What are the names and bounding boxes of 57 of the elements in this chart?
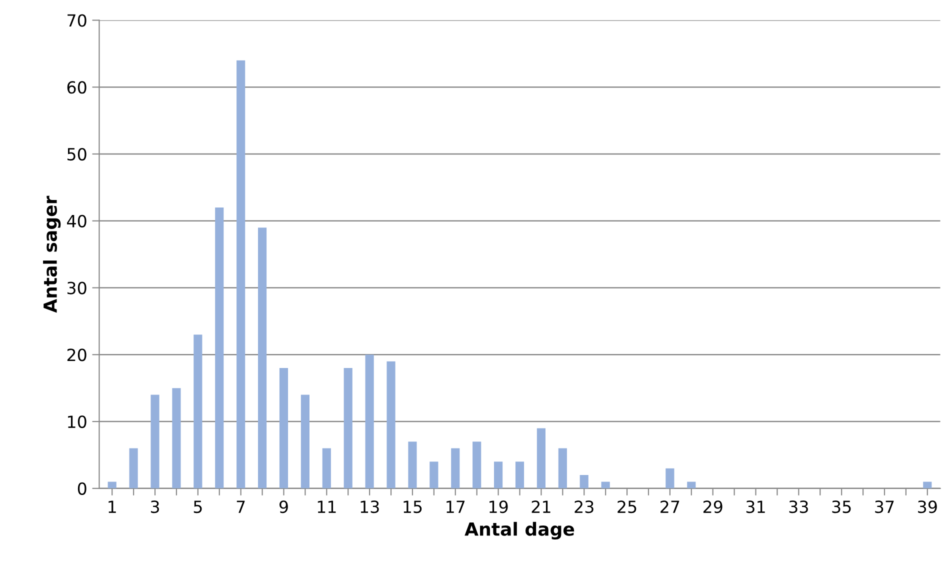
bar [365, 354, 374, 488]
y-tick-label: 60 [67, 81, 86, 94]
x-tick-label: 39 [918, 500, 937, 514]
y-tick-label: 40 [67, 214, 86, 228]
bar [408, 442, 417, 488]
bar [536, 428, 546, 488]
bar [172, 388, 181, 488]
x-tick-label: 3 [150, 500, 159, 514]
bar [558, 448, 567, 488]
bar [108, 482, 116, 488]
bar [580, 475, 588, 488]
bar [129, 448, 138, 488]
x-tick-label: 37 [875, 500, 894, 514]
bar [472, 442, 482, 488]
x-tick-label: 21 [532, 500, 550, 513]
x-tick-label: 33 [789, 500, 808, 514]
x-tick-label: 9 [279, 500, 288, 514]
x-tick-label: 17 [446, 500, 465, 513]
x-tick-label: 7 [236, 500, 245, 513]
bar [515, 462, 524, 488]
x-tick-label: 15 [404, 500, 422, 514]
x-tick-label: 35 [832, 500, 851, 514]
bar [300, 394, 310, 488]
bar [601, 482, 610, 488]
x-tick-label: 11 [318, 500, 336, 513]
y-tick-label: 0 [78, 482, 86, 495]
bar [666, 468, 674, 488]
x-tick-label: 31 [746, 500, 765, 514]
y-tick-label: 70 [68, 14, 86, 27]
bar [430, 462, 438, 488]
y-tick-label: 50 [68, 148, 86, 161]
x-tick-label: 5 [194, 500, 202, 514]
bar [236, 60, 246, 488]
x-tick-label: 19 [490, 500, 508, 514]
bar [494, 462, 503, 488]
bar [923, 482, 932, 488]
bar [451, 448, 460, 488]
x-tick-label: 25 [618, 500, 636, 514]
bar [322, 448, 331, 488]
bar [279, 368, 288, 488]
x-tick-label: 1 [108, 500, 116, 513]
bar [258, 228, 267, 488]
y-axis-title: Antal sager [43, 196, 61, 313]
x-tick-label: 23 [574, 500, 594, 514]
y-tick-label: 30 [67, 282, 86, 294]
bar [215, 208, 224, 488]
bar [687, 482, 696, 488]
x-tick-label: 27 [660, 500, 680, 513]
x-tick-label: 29 [703, 500, 722, 514]
y-tick-label: 20 [67, 348, 86, 362]
bar [386, 361, 396, 488]
x-axis-title: Antal dage [464, 522, 574, 540]
y-tick-label: 10 [68, 415, 86, 428]
bar [344, 368, 352, 488]
bar [194, 334, 202, 488]
x-tick-label: 13 [360, 500, 379, 514]
bar [150, 394, 160, 488]
